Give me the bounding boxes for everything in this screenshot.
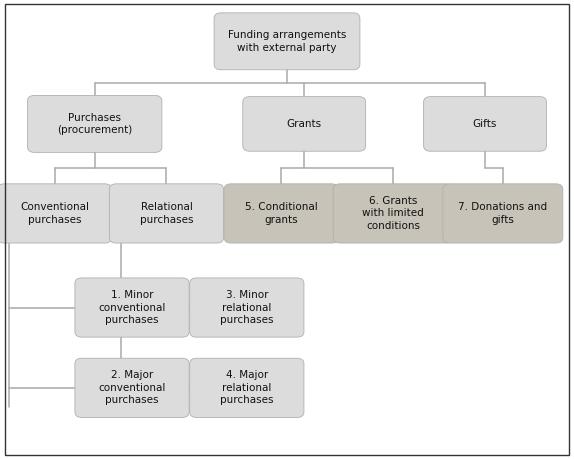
Text: Purchases
(procurement): Purchases (procurement)	[57, 113, 133, 135]
Text: 5. Conditional
grants: 5. Conditional grants	[245, 202, 317, 224]
FancyBboxPatch shape	[189, 278, 304, 337]
FancyBboxPatch shape	[109, 184, 223, 243]
FancyBboxPatch shape	[75, 358, 189, 418]
Text: Conventional
purchases: Conventional purchases	[20, 202, 89, 224]
Text: Relational
purchases: Relational purchases	[139, 202, 193, 224]
Text: 3. Minor
relational
purchases: 3. Minor relational purchases	[220, 290, 274, 325]
FancyBboxPatch shape	[189, 358, 304, 418]
Text: 6. Grants
with limited
conditions: 6. Grants with limited conditions	[362, 196, 424, 231]
FancyBboxPatch shape	[333, 184, 453, 243]
Text: Funding arrangements
with external party: Funding arrangements with external party	[228, 30, 346, 52]
FancyBboxPatch shape	[75, 278, 189, 337]
FancyBboxPatch shape	[243, 96, 366, 151]
Text: Gifts: Gifts	[473, 119, 497, 129]
FancyBboxPatch shape	[28, 95, 162, 152]
Text: 1. Minor
conventional
purchases: 1. Minor conventional purchases	[98, 290, 166, 325]
Text: 7. Donations and
gifts: 7. Donations and gifts	[458, 202, 548, 224]
FancyBboxPatch shape	[224, 184, 338, 243]
Text: 4. Major
relational
purchases: 4. Major relational purchases	[220, 370, 274, 405]
FancyBboxPatch shape	[214, 13, 360, 70]
FancyBboxPatch shape	[0, 184, 111, 243]
FancyBboxPatch shape	[424, 96, 546, 151]
Text: 2. Major
conventional
purchases: 2. Major conventional purchases	[98, 370, 166, 405]
FancyBboxPatch shape	[443, 184, 563, 243]
Text: Grants: Grants	[286, 119, 322, 129]
